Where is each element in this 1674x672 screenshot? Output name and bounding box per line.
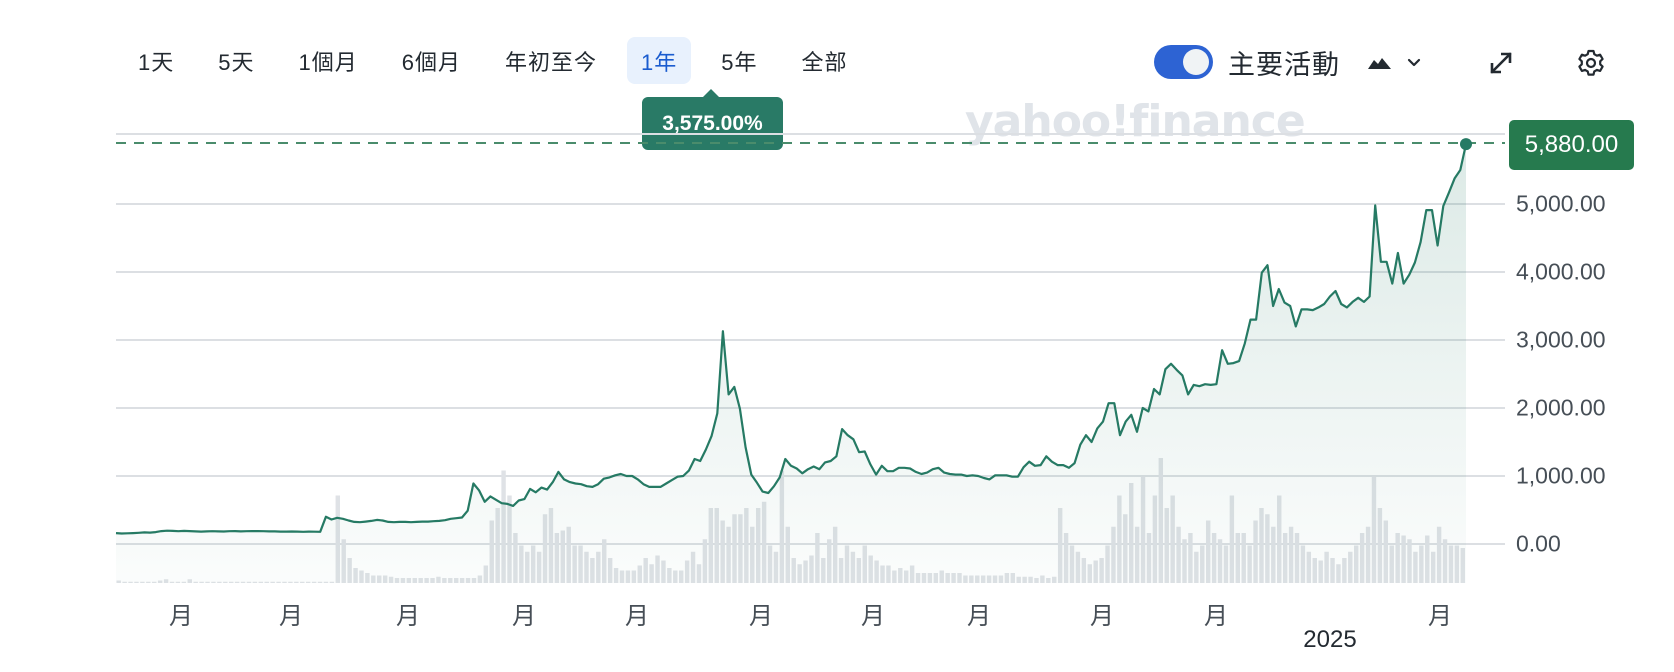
chevron-down-icon — [1407, 58, 1421, 67]
x-tick-label: 月 — [749, 603, 773, 630]
x-tick-label: 月 — [279, 603, 303, 630]
tab-5-year[interactable]: 5年 — [721, 49, 758, 75]
price-area — [116, 144, 1466, 583]
time-range-tabs: 1天 5天 1個月 6個月 年初至今 1年 5年 全部 — [124, 37, 878, 84]
x-tick-label: 月 — [169, 603, 193, 630]
x-tick-label: 月 — [625, 603, 649, 630]
tab-1-day[interactable]: 1天 — [138, 49, 175, 75]
y-tick-label: 3,000.00 — [1516, 326, 1606, 353]
toggle-knob — [1183, 49, 1209, 75]
tab-ytd[interactable]: 年初至今 — [505, 49, 598, 75]
y-tick-label: 2,000.00 — [1516, 394, 1606, 421]
key-events-label: 主要活動 — [1228, 50, 1340, 80]
period-change-tooltip: 3,575.00% — [642, 89, 783, 150]
expand-button[interactable] — [1484, 46, 1518, 80]
last-price-dot — [1460, 138, 1472, 151]
chart-type-selector[interactable] — [1352, 46, 1432, 80]
x-tick-label: 月 — [1090, 603, 1114, 630]
tab-all[interactable]: 全部 — [801, 49, 848, 75]
tab-5-day[interactable]: 5天 — [218, 49, 255, 75]
x-tick-label: 月 — [396, 603, 420, 630]
y-tick-label: 0.00 — [1516, 530, 1561, 557]
tab-1-year[interactable]: 1年 — [627, 37, 692, 84]
yahoo-finance-watermark: yahoo!finance — [965, 96, 1306, 147]
mountain-area-icon — [1368, 58, 1391, 69]
gear-icon — [1578, 49, 1604, 76]
y-tick-label: 1,000.00 — [1516, 462, 1606, 489]
period-change-value: 3,575.00% — [662, 111, 763, 135]
tab-1-month[interactable]: 1個月 — [298, 49, 358, 75]
tab-6-month[interactable]: 6個月 — [401, 49, 461, 75]
key-events-toggle[interactable] — [1154, 45, 1213, 79]
x-tick-label: 月 — [512, 603, 536, 630]
price-line — [115, 143, 1468, 535]
expand-arrows-icon — [1490, 52, 1512, 74]
x-tick-label: 月 — [1204, 603, 1228, 630]
x-tick-label: 月 — [967, 603, 991, 630]
x-tick-label: 月 — [861, 603, 885, 630]
y-tick-label: 4,000.00 — [1516, 258, 1606, 285]
year-label: 2025 — [1303, 626, 1357, 653]
settings-button[interactable] — [1574, 46, 1608, 80]
y-tick-label: 5,000.00 — [1516, 190, 1606, 217]
current-price-badge: 5,880.00 — [1509, 120, 1634, 170]
x-tick-label: 月 — [1428, 603, 1452, 630]
